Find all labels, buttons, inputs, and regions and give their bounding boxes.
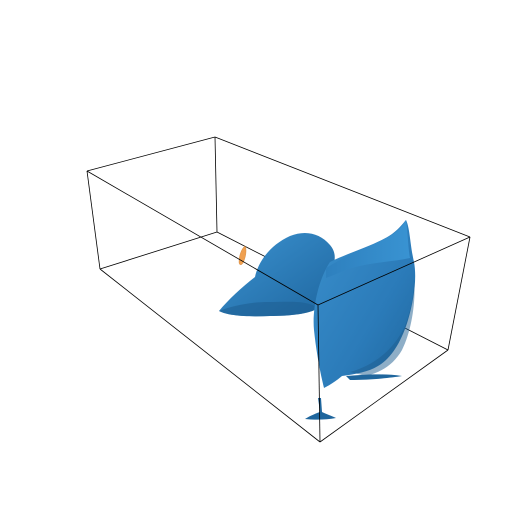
main-surface-body-shade	[350, 280, 415, 376]
isosurface-group[interactable]	[219, 220, 416, 420]
main-surface-wing-top	[326, 220, 410, 278]
main-surface-foot[interactable]	[305, 398, 336, 420]
small-surface-blob[interactable]	[238, 245, 247, 265]
main-surface-head[interactable]	[219, 233, 335, 317]
bounding-box-front	[86, 170, 471, 443]
main-surface-head-shade	[219, 301, 318, 317]
main-surface-tail[interactable]	[346, 374, 402, 380]
